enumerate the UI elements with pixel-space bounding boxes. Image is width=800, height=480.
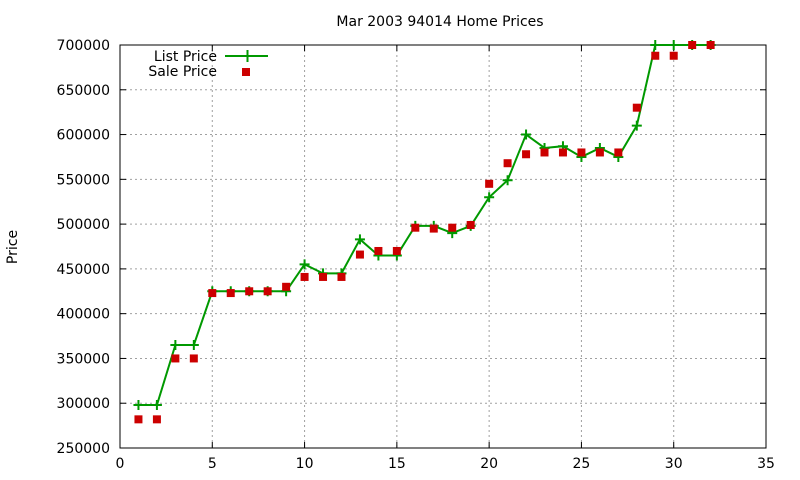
data-point-list-price: [521, 129, 532, 140]
legend-label-sale-price: Sale Price: [148, 64, 217, 80]
data-point-sale-price: [614, 148, 623, 157]
y-tick-label: 450000: [57, 262, 110, 278]
data-point-list-price: [188, 340, 199, 351]
data-point-list-price: [650, 40, 661, 50]
data-point-sale-price: [503, 159, 512, 168]
data-point-sale-price: [466, 221, 475, 230]
series-line-list-price: [138, 44, 711, 407]
legend-marker-sale-price: [242, 68, 250, 76]
axis-ticks: [119, 44, 767, 449]
data-point-list-price: [170, 340, 181, 351]
series-list-price: [133, 40, 716, 411]
chart-title: Mar 2003 94014 Home Prices: [336, 14, 543, 30]
legend-label-list-price: List Price: [154, 49, 217, 65]
data-point-sale-price: [540, 148, 549, 157]
y-axis-label: Price: [5, 230, 21, 264]
data-point-sale-price: [355, 250, 364, 259]
y-tick-label: 550000: [57, 172, 110, 188]
data-point-sale-price: [595, 148, 604, 157]
data-point-sale-price: [282, 282, 291, 291]
data-point-list-price: [502, 175, 513, 186]
data-point-sale-price: [688, 41, 697, 49]
data-point-sale-price: [669, 51, 678, 60]
x-tick-label: 20: [480, 456, 498, 472]
data-point-list-price: [133, 400, 144, 411]
data-point-sale-price: [319, 272, 328, 281]
plot-area-border: [119, 44, 767, 449]
y-tick-label: 650000: [57, 83, 110, 99]
y-tick-label: 300000: [57, 396, 110, 412]
series-sale-price: [134, 41, 715, 424]
data-point-sale-price: [651, 51, 660, 60]
legend: List Price Sale Price: [148, 49, 268, 80]
data-point-sale-price: [706, 41, 715, 49]
data-point-sale-price: [392, 246, 401, 255]
y-tick-label: 400000: [57, 307, 110, 323]
x-tick-label: 35: [757, 456, 775, 472]
x-tick-label: 0: [116, 456, 125, 472]
y-tick-label: 500000: [57, 217, 110, 233]
gridlines: [120, 45, 766, 448]
data-point-sale-price: [485, 179, 494, 188]
data-point-sale-price: [632, 103, 641, 112]
data-series: [133, 40, 716, 424]
data-point-sale-price: [300, 272, 309, 281]
x-tick-label: 10: [296, 456, 314, 472]
y-tick-label: 700000: [57, 38, 110, 54]
legend-marker-list-price: [241, 50, 254, 62]
x-tick-label: 5: [208, 456, 217, 472]
x-tick-label: 15: [388, 456, 406, 472]
data-point-list-price: [631, 120, 642, 131]
data-point-list-price: [668, 40, 679, 50]
data-point-sale-price: [577, 148, 586, 157]
x-tick-label: 25: [573, 456, 591, 472]
data-point-sale-price: [189, 354, 198, 363]
data-point-sale-price: [171, 354, 180, 363]
data-point-sale-price: [558, 148, 567, 157]
data-point-sale-price: [337, 272, 346, 281]
data-point-list-price: [354, 234, 365, 245]
x-axis-tick-labels: 0 5 10 15 20 25 30 35: [116, 456, 775, 472]
y-tick-label: 600000: [57, 128, 110, 144]
y-axis-tick-labels: 250000 300000 350000 400000 450000 500000 5500…: [57, 38, 110, 457]
data-point-sale-price: [374, 246, 383, 255]
data-point-sale-price: [208, 289, 217, 298]
data-point-list-price: [151, 400, 162, 411]
data-point-sale-price: [226, 289, 235, 298]
data-point-sale-price: [522, 150, 531, 159]
y-tick-label: 250000: [57, 441, 110, 457]
x-tick-label: 30: [665, 456, 683, 472]
data-point-sale-price: [411, 223, 420, 232]
data-point-sale-price: [152, 415, 161, 424]
data-point-sale-price: [134, 415, 143, 424]
data-point-sale-price: [448, 223, 457, 232]
data-point-sale-price: [429, 224, 438, 233]
data-point-list-price: [484, 192, 495, 203]
data-point-sale-price: [263, 287, 272, 296]
data-point-sale-price: [245, 287, 254, 296]
y-tick-label: 350000: [57, 351, 110, 367]
data-point-list-price: [299, 259, 310, 270]
